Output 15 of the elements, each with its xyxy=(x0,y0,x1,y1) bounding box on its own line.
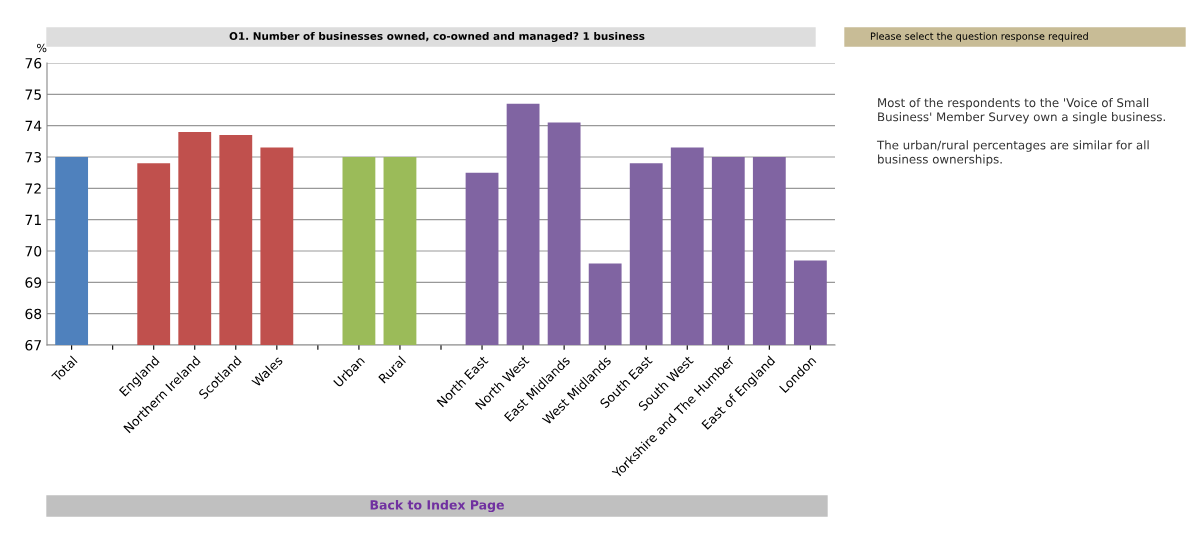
y-tick-label: 69 xyxy=(25,277,42,288)
y-axis-title: % xyxy=(37,43,47,53)
y-tick-label: 73 xyxy=(25,151,42,163)
y-tick-label: 75 xyxy=(25,89,41,100)
y-tick-label: 68 xyxy=(25,308,42,320)
chart-title: O1. Number of businesses owned, co-owned and managed? 1 business xyxy=(229,31,645,43)
y-tick-label: 74 xyxy=(25,120,42,131)
text: Back to Index Page xyxy=(370,499,504,513)
y-tick-label: 72 xyxy=(25,183,41,194)
y-tick-label: 70 xyxy=(25,245,42,257)
y-tick-label: 71 xyxy=(25,214,41,225)
y-tick-label: 67 xyxy=(25,339,41,351)
text: Please select the question response required xyxy=(870,32,1088,42)
text: Most of the respondents to the 'Voice of Small Business' Member Survey own a single business. The urban/rural percentages are similar for all business ownerships. xyxy=(876,98,1165,166)
y-tick-label: 76 xyxy=(25,57,42,69)
